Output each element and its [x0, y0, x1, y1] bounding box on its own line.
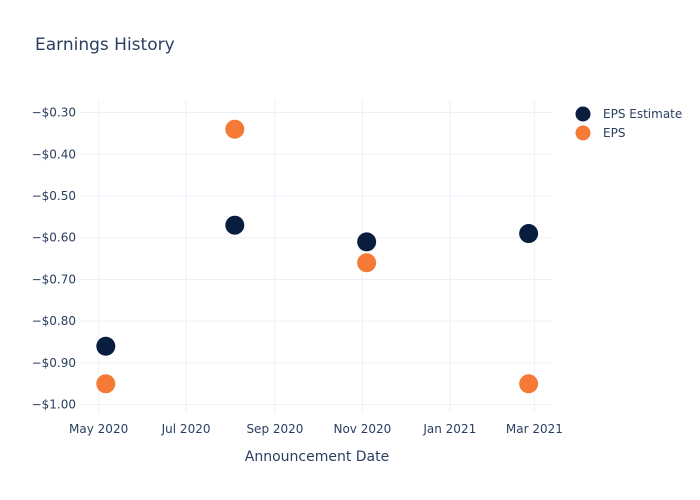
y-tick-label: −$0.90: [32, 356, 76, 370]
eps-estimate-point: [357, 232, 377, 252]
eps-estimate-point: [519, 224, 539, 244]
y-tick-label: −$1.00: [32, 398, 76, 412]
gridlines: [80, 100, 553, 413]
legend[interactable]: EPS Estimate EPS: [575, 106, 683, 141]
x-tick-label: Jul 2020: [161, 422, 211, 436]
eps-point: [519, 374, 539, 394]
y-tick-label: −$0.60: [32, 231, 76, 245]
legend-marker-eps-estimate: [575, 106, 591, 122]
eps-estimate-point: [225, 215, 245, 235]
x-tick-label: Sep 2020: [246, 422, 303, 436]
data-points: [96, 119, 539, 394]
y-axis-ticks: −$0.30 −$0.40 −$0.50 −$0.60 −$0.70 −$0.80 −$0.…: [32, 106, 76, 412]
y-tick-label: −$0.80: [32, 314, 76, 328]
eps-point: [225, 119, 245, 139]
x-tick-label: Nov 2020: [333, 422, 391, 436]
legend-marker-eps: [575, 125, 591, 141]
x-axis-title: Announcement Date: [245, 449, 389, 465]
eps-point: [96, 374, 116, 394]
y-tick-label: −$0.40: [32, 147, 76, 161]
y-tick-label: −$0.50: [32, 189, 76, 203]
chart-title: Earnings History: [35, 35, 175, 55]
y-tick-label: −$0.70: [32, 272, 76, 286]
eps-estimate-point: [96, 336, 116, 356]
legend-label-eps: EPS: [603, 126, 625, 140]
x-axis-ticks: May 2020 Jul 2020 Sep 2020 Nov 2020 Jan 2021…: [69, 422, 563, 436]
x-tick-label: Mar 2021: [506, 422, 563, 436]
eps-point: [357, 253, 377, 273]
legend-label-eps-estimate: EPS Estimate: [603, 107, 682, 121]
y-tick-label: −$0.30: [32, 106, 76, 120]
x-tick-label: May 2020: [69, 422, 128, 436]
x-tick-label: Jan 2021: [422, 422, 476, 436]
